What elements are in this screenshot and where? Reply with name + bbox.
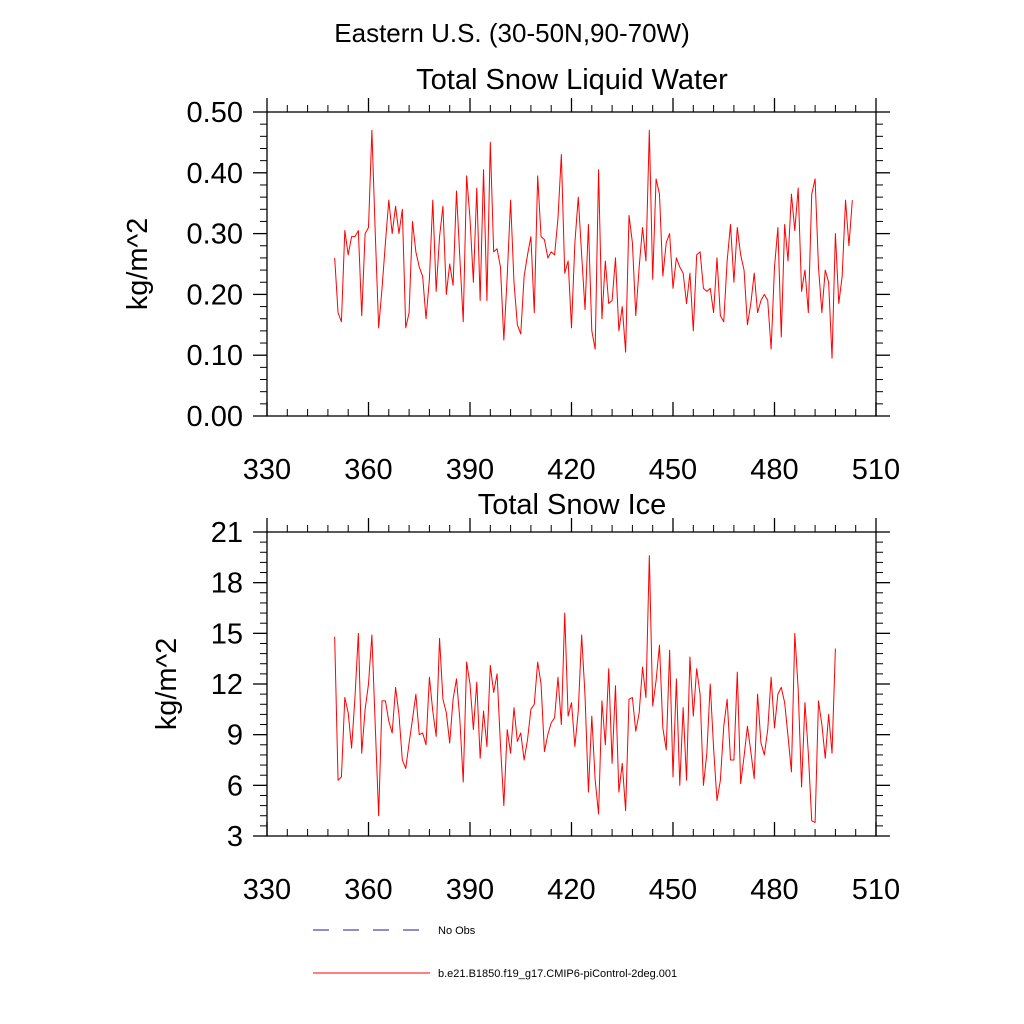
y-tick-labels: 0.00 0.10 0.20 0.30 0.40 0.50	[187, 97, 243, 433]
tick-marks	[253, 518, 890, 837]
x-tick-label: 480	[750, 454, 798, 486]
y-tick-label: 0.10	[187, 340, 243, 372]
x-tick-label: 360	[344, 874, 392, 906]
legend-label-no-obs: No Obs	[438, 925, 476, 937]
series-group	[334, 129, 853, 359]
y-tick-label: 0.30	[187, 219, 243, 251]
series-group	[334, 555, 836, 823]
x-tick-labels: 330 360 390 420 450 480 510	[243, 874, 900, 906]
y-tick-label: 6	[227, 770, 243, 802]
y-tick-label: 12	[211, 669, 243, 701]
legend-label-model: b.e21.B1850.f19_g17.CMIP6-piControl-2deg…	[438, 968, 677, 980]
tick-marks	[253, 98, 890, 417]
x-tick-label: 450	[649, 454, 697, 486]
y-tick-label: 21	[211, 517, 243, 549]
y-tick-label: 3	[227, 821, 243, 853]
x-tick-label: 510	[852, 454, 900, 486]
y-tick-label: 9	[227, 720, 243, 752]
y-tick-label: 0.50	[187, 97, 243, 129]
chart-title: Total Snow Ice	[478, 489, 667, 521]
plot-frame	[266, 531, 877, 837]
x-tick-label: 390	[446, 454, 494, 486]
x-tick-label: 360	[344, 454, 392, 486]
x-tick-label: 330	[243, 454, 291, 486]
panel-snow-liquid-water: Total Snow Liquid Water 330 360 390 420 450 4…	[122, 64, 900, 486]
x-tick-label: 480	[750, 874, 798, 906]
y-axis-label: kg/m^2	[122, 218, 154, 311]
chart-title: Total Snow Liquid Water	[416, 64, 728, 96]
figure-title: Eastern U.S. (30-50N,90-70W)	[334, 18, 689, 48]
y-tick-label: 0.00	[187, 401, 243, 433]
y-tick-label: 18	[211, 568, 243, 600]
y-tick-label: 0.40	[187, 158, 243, 190]
x-tick-labels: 330 360 390 420 450 480 510	[243, 454, 900, 486]
x-tick-label: 450	[649, 874, 697, 906]
x-tick-label: 510	[852, 874, 900, 906]
y-tick-labels: 3 6 9 12 15 18 21	[211, 517, 243, 853]
y-axis-label: kg/m^2	[151, 638, 183, 731]
plot-frame	[266, 111, 877, 417]
x-tick-label: 420	[547, 874, 595, 906]
panel-snow-ice: Total Snow Ice 330 360 390 420 450 480 510 3 6 9…	[151, 489, 900, 906]
x-tick-label: 420	[547, 454, 595, 486]
legend: No Obs b.e21.B1850.f19_g17.CMIP6-piContr…	[313, 925, 677, 980]
y-tick-label: 15	[211, 618, 243, 650]
x-tick-label: 390	[446, 874, 494, 906]
y-tick-label: 0.20	[187, 279, 243, 311]
series-line	[334, 555, 836, 823]
series-line	[334, 129, 853, 359]
x-tick-label: 330	[243, 874, 291, 906]
